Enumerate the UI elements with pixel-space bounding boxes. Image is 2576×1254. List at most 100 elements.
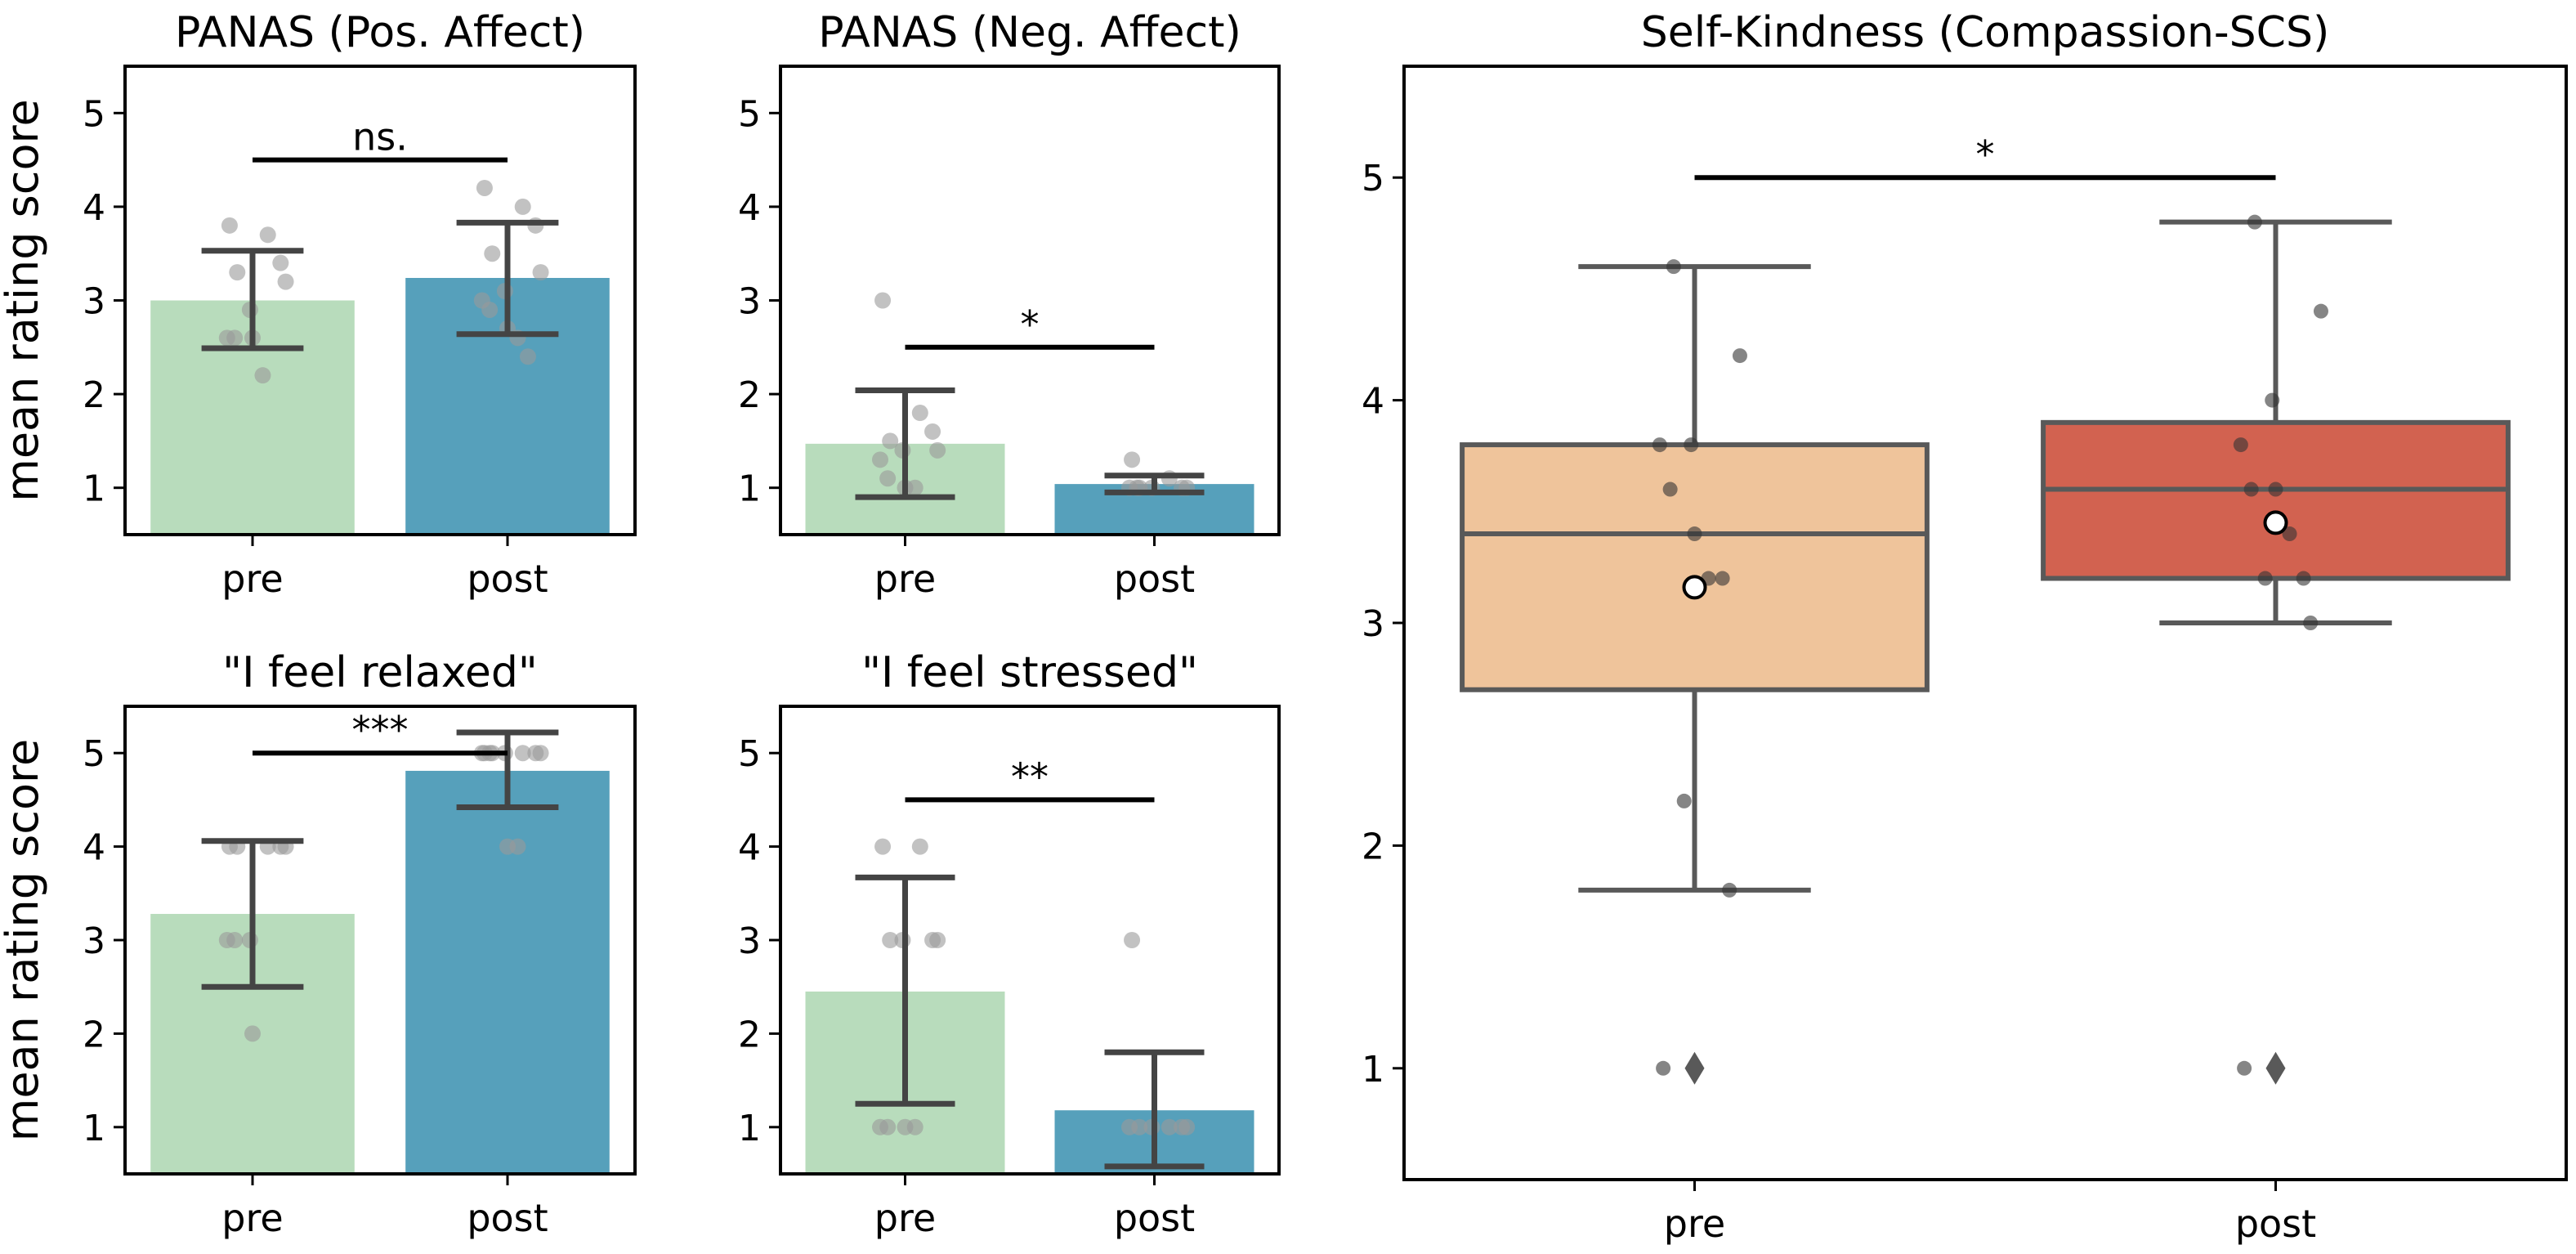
data-point — [906, 479, 924, 496]
data-point — [882, 932, 899, 948]
box-pre — [1460, 442, 1930, 692]
data-point — [906, 1118, 924, 1135]
data-point — [879, 470, 897, 487]
data-point — [1656, 1060, 1671, 1076]
data-point — [1666, 259, 1681, 275]
data-point — [2265, 392, 2280, 408]
chart-title: "I feel relaxed" — [222, 648, 538, 697]
data-point — [929, 932, 946, 948]
y-tick-label: 2 — [738, 1014, 761, 1055]
y-tick-label: 5 — [1362, 158, 1384, 199]
panel-self-kindness: Self-Kindness (Compassion-SCS) 1 2 3 4 5 pre po… — [1362, 8, 2568, 1246]
y-tick-label: 1 — [83, 1108, 105, 1149]
chart-title: Self-Kindness (Compassion-SCS) — [1641, 8, 2330, 57]
data-point — [1124, 451, 1141, 468]
axes-frame — [779, 705, 1281, 1176]
data-point — [244, 1025, 261, 1042]
panel-relaxed: "I feel relaxed" 1 2 3 4 5 mean rating score pr… — [0, 648, 637, 1240]
y-tick-label: 3 — [83, 281, 105, 323]
outlier-marker — [2265, 1051, 2286, 1085]
y-tick-label: 2 — [83, 374, 105, 416]
y-tick-label: 1 — [83, 468, 105, 510]
data-point — [2313, 303, 2328, 319]
x-tick-label: post — [1114, 557, 1195, 601]
x-tick-label: post — [2235, 1202, 2316, 1246]
x-tick-label: post — [467, 1196, 548, 1240]
data-point — [879, 1118, 897, 1135]
data-point — [2247, 214, 2262, 230]
data-point — [872, 451, 888, 468]
data-point — [2243, 481, 2259, 497]
data-point — [1121, 1118, 1138, 1135]
data-point — [1687, 526, 1702, 542]
data-point — [1684, 437, 1699, 453]
y-axis-label: mean rating score — [0, 739, 48, 1142]
data-point — [929, 441, 946, 459]
axes-frame — [1402, 65, 2568, 1181]
x-tick-label: pre — [221, 557, 283, 601]
y-tick-label: 1 — [738, 1108, 761, 1149]
data-point — [1676, 793, 1692, 808]
data-point — [2282, 526, 2297, 542]
y-tick-label: 4 — [83, 187, 105, 229]
data-point — [221, 217, 238, 234]
data-point — [882, 432, 899, 450]
data-point — [1715, 571, 1730, 586]
axes-frame — [779, 65, 1281, 536]
x-tick-label: pre — [874, 557, 936, 601]
chart-title: PANAS (Neg. Affect) — [818, 8, 1241, 57]
y-tick-label: 3 — [1362, 603, 1384, 645]
data-point — [519, 348, 536, 365]
y-tick-label: 5 — [83, 733, 105, 775]
significance-label: ** — [1011, 755, 1049, 799]
axes-frame — [123, 65, 637, 536]
data-point — [1732, 348, 1747, 364]
data-point — [2296, 571, 2311, 586]
data-point — [532, 264, 549, 281]
chart-title: PANAS (Pos. Affect) — [175, 8, 585, 57]
data-point — [911, 405, 928, 422]
x-tick-label: pre — [1664, 1202, 1725, 1246]
chart-title: "I feel stressed" — [861, 648, 1198, 697]
y-tick-label: 4 — [738, 187, 761, 229]
box-post — [2041, 419, 2511, 581]
panel-panas-neg: PANAS (Neg. Affect) 1 2 3 4 5 pre post * — [738, 8, 1281, 601]
y-tick-label: 5 — [83, 93, 105, 135]
data-point — [254, 367, 271, 384]
y-tick-label: 5 — [738, 93, 761, 135]
data-point — [1161, 1118, 1178, 1135]
mean-marker — [1682, 575, 1707, 600]
data-point — [1178, 1118, 1196, 1135]
mean-marker — [2263, 510, 2288, 535]
data-point — [1652, 437, 1667, 453]
data-point — [2237, 1060, 2252, 1076]
data-point — [911, 838, 928, 855]
data-point — [1722, 882, 1737, 898]
data-point — [509, 838, 526, 855]
data-point — [484, 245, 501, 262]
y-tick-label: 2 — [83, 1014, 105, 1055]
data-point — [476, 179, 493, 196]
data-point — [277, 273, 294, 290]
y-tick-label: 4 — [83, 827, 105, 869]
x-tick-label: pre — [221, 1196, 283, 1240]
data-point — [272, 254, 289, 271]
x-tick-label: post — [1114, 1196, 1195, 1240]
y-tick-label: 1 — [1362, 1049, 1384, 1091]
outlier-marker — [1684, 1051, 1705, 1085]
y-tick-label: 4 — [1362, 381, 1384, 423]
x-tick-label: post — [467, 557, 548, 601]
data-point — [924, 423, 941, 440]
y-tick-label: 4 — [738, 827, 761, 869]
significance-label: * — [1976, 132, 1995, 177]
y-tick-label: 3 — [738, 281, 761, 323]
data-point — [2233, 437, 2248, 453]
y-tick-label: 5 — [738, 733, 761, 775]
data-point — [226, 932, 244, 948]
y-tick-label: 2 — [738, 374, 761, 416]
significance-label: * — [1021, 302, 1040, 347]
data-point — [259, 226, 276, 244]
data-point — [2303, 616, 2319, 630]
data-point — [2257, 571, 2273, 586]
y-axis-label: mean rating score — [0, 99, 48, 502]
